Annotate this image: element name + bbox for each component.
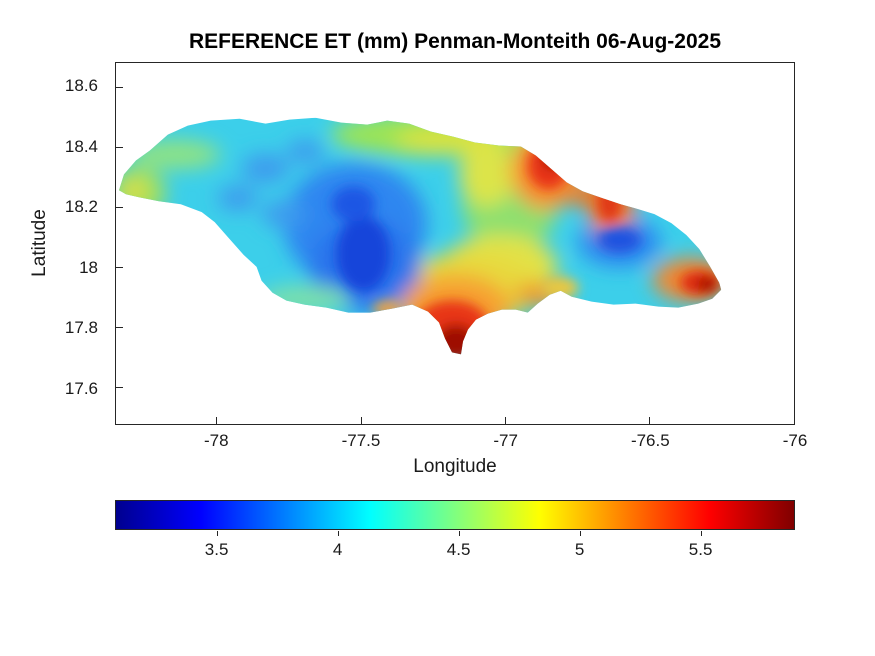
colorbar-tick-label: 3.5: [204, 540, 229, 559]
y-tick-label: 18: [79, 257, 98, 277]
y-tick-label: 18.2: [64, 197, 98, 217]
et-base-cyan: [118, 117, 722, 355]
x-tick-label: -76.5: [630, 431, 670, 450]
x-tick-label: -78: [203, 431, 229, 450]
colorbar-tick-marks: [115, 531, 795, 536]
y-tick-label: 17.6: [64, 378, 98, 398]
colorbar-tick-label: 4: [332, 540, 343, 559]
chart-title: REFERENCE ET (mm) Penman-Monteith 06-Aug…: [188, 30, 722, 53]
et-soft-blobs: [118, 117, 722, 343]
colorbar-tick-mark: [579, 531, 581, 536]
y-tick-label: 17.8: [64, 318, 98, 338]
colorbar-tick-mark: [216, 531, 218, 536]
colorbar-tick-label: 5.5: [688, 540, 713, 559]
colorbar-tick-mark: [337, 531, 339, 536]
y-tick-labels: 18.6 18.4 18.2 18 17.8 17.6: [30, 62, 106, 425]
colorbar-tick-mark: [458, 531, 460, 536]
island-et-field: [118, 117, 722, 355]
x-axis-label: Longitude: [413, 456, 497, 477]
colorbar-tick-labels: 3.5 4 4.5 5 5.5: [115, 540, 795, 562]
colorbar-gradient: [116, 501, 794, 529]
colorbar-tick-mark: [700, 531, 702, 536]
x-tick-label: -76: [782, 431, 808, 450]
colorbar-tick-label: 4.5: [446, 540, 471, 559]
y-tick-label: 18.4: [64, 136, 98, 156]
y-tick-label: 18.6: [64, 76, 98, 96]
x-tick-labels: -78 -77.5 -77 -76.5 -76: [115, 431, 807, 453]
x-tick-label: -77: [493, 431, 518, 450]
jamaica-et-heatmap: [118, 117, 722, 355]
colorbar: [115, 500, 795, 530]
x-tick-label: -77.5: [341, 431, 381, 450]
plot-area: [115, 62, 795, 425]
colorbar-tick-label: 5: [574, 540, 585, 559]
